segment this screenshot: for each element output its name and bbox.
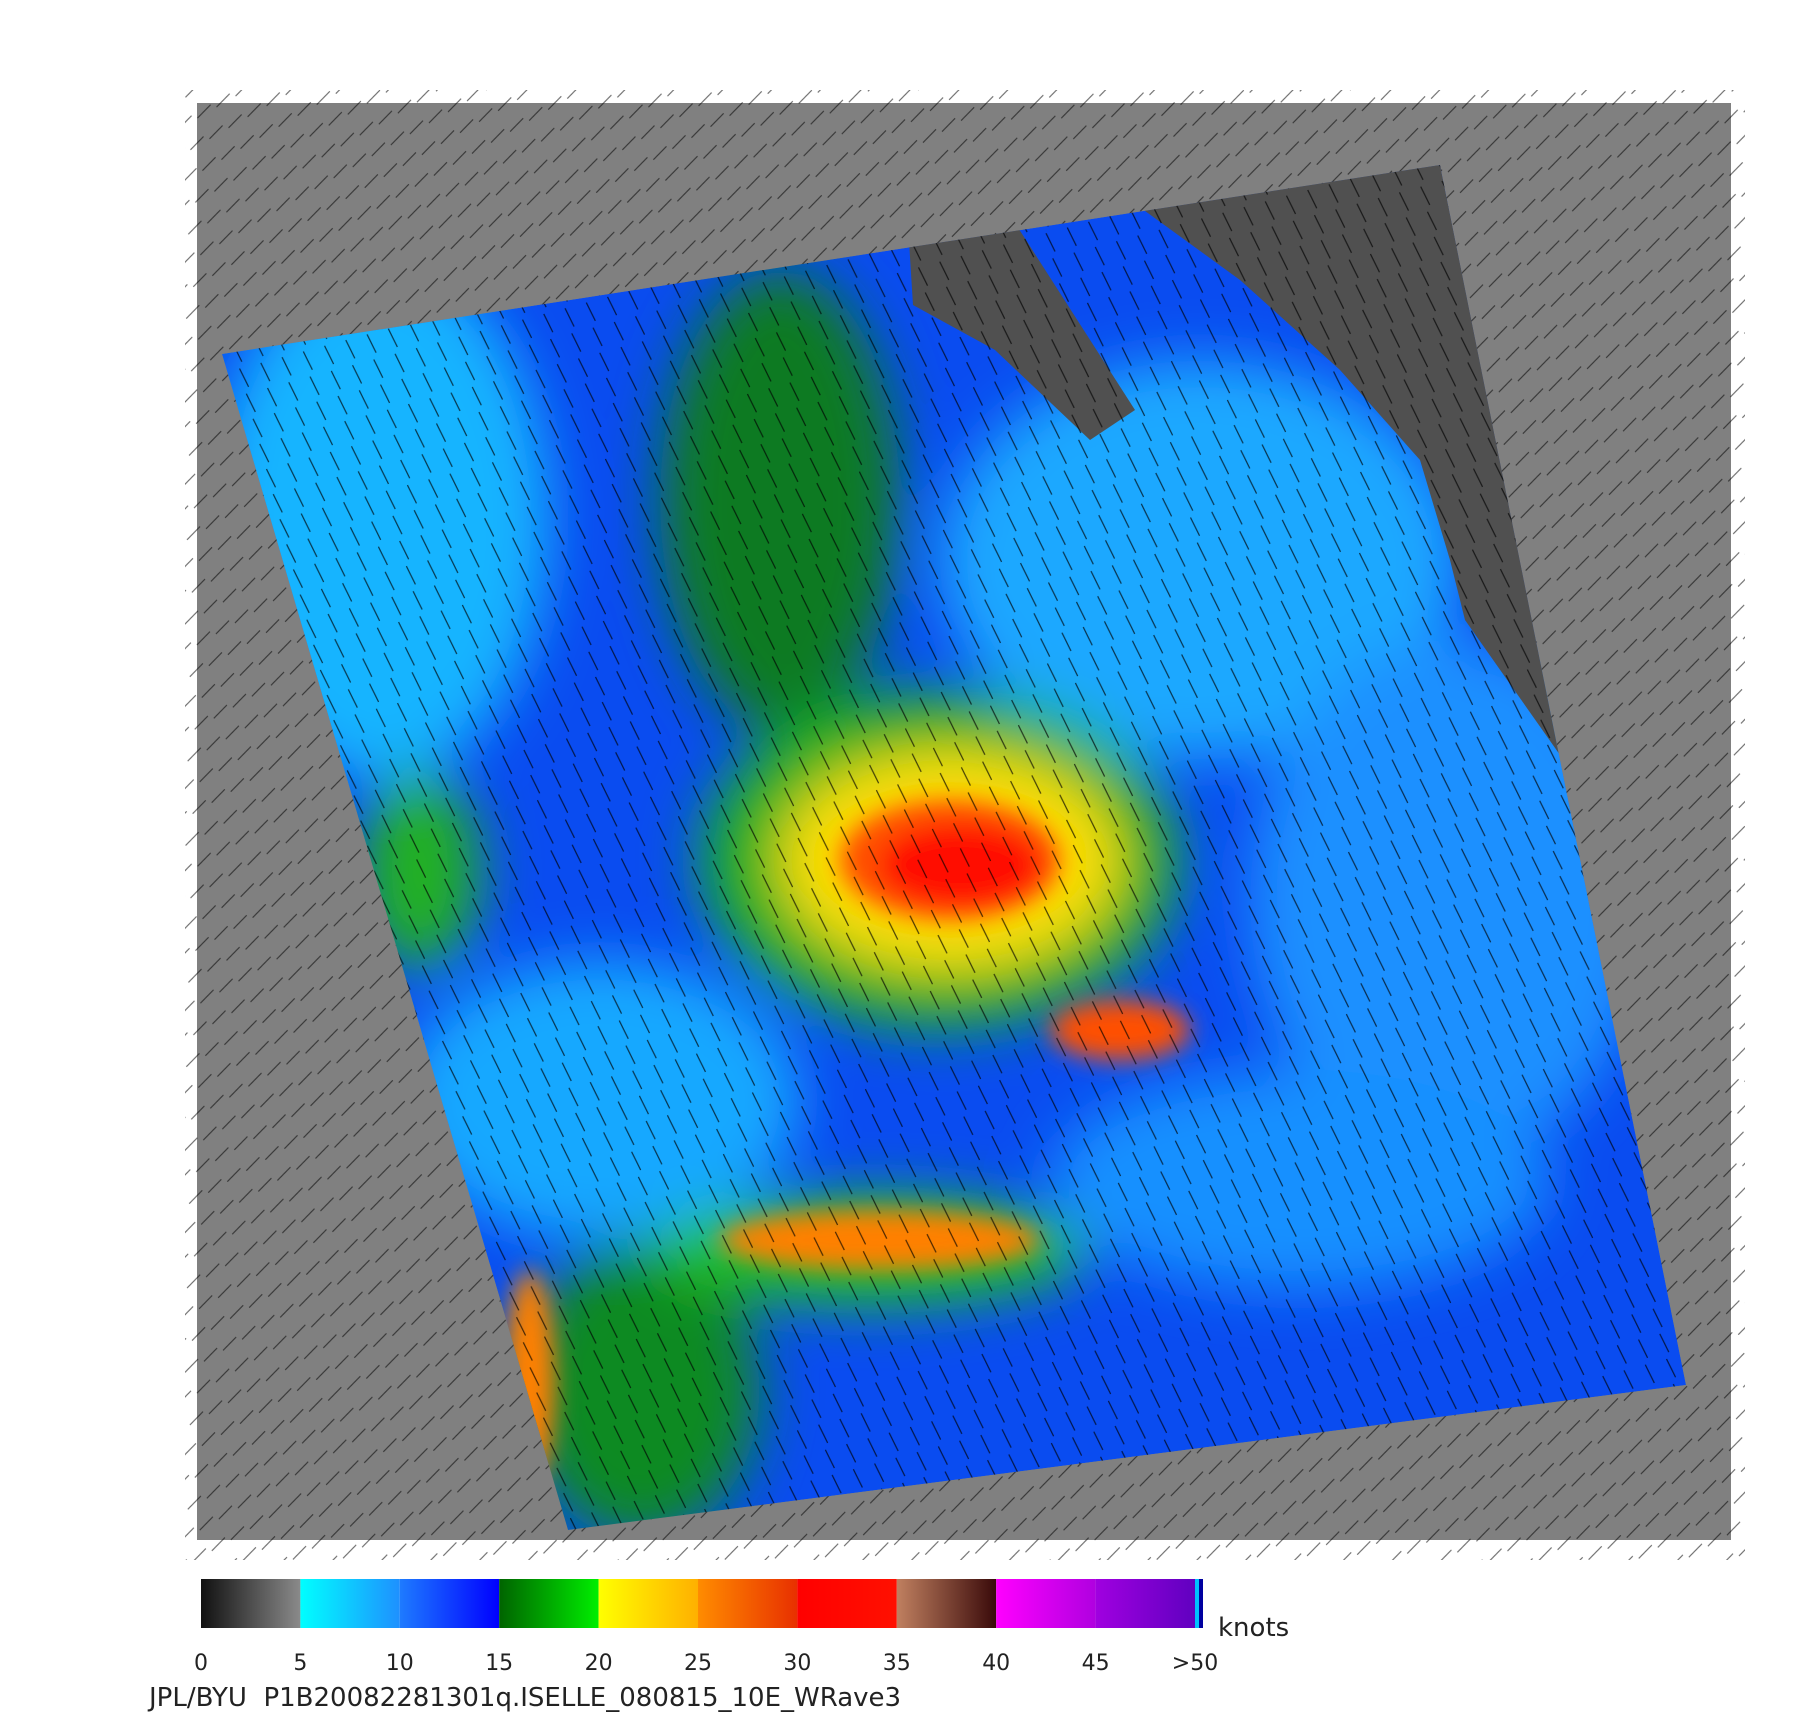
color-segment xyxy=(201,1579,301,1628)
color-segment xyxy=(797,1579,897,1628)
colorbar-tick-label: 35 xyxy=(883,1651,911,1676)
colorbar-tick-label: 20 xyxy=(585,1651,613,1676)
colorbar-tick-label: 0 xyxy=(194,1651,208,1676)
color-segment xyxy=(1095,1579,1195,1628)
colorbar-tick-label: 25 xyxy=(684,1651,712,1676)
color-segment xyxy=(698,1579,798,1628)
color-segment xyxy=(896,1579,997,1628)
colorbar-end xyxy=(1195,1579,1199,1628)
color-segment xyxy=(300,1579,400,1628)
color-segment xyxy=(996,1579,1096,1628)
colorbar-unit: knots xyxy=(1218,1613,1289,1643)
caption: JPL/BYU P1B20082281301q.ISELLE_080815_10… xyxy=(147,1683,901,1713)
colorbar-tick-label: 5 xyxy=(293,1651,307,1676)
colorbar-tick-label: 40 xyxy=(982,1651,1010,1676)
colorbar-tick-label: >50 xyxy=(1172,1651,1218,1676)
colorbar-tick-label: 30 xyxy=(783,1651,811,1676)
colorbar: 0 5 10 15 20 25 30 35 40 45 >50 xyxy=(194,1579,1218,1676)
color-segment xyxy=(598,1579,698,1628)
color-segment xyxy=(499,1579,599,1628)
colorbar-end xyxy=(1199,1579,1203,1628)
colorbar-tick-label: 15 xyxy=(485,1651,513,1676)
colorbar-tick-label: 10 xyxy=(386,1651,414,1676)
color-segment xyxy=(399,1579,500,1628)
colorbar-tick-label: 45 xyxy=(1082,1651,1110,1676)
